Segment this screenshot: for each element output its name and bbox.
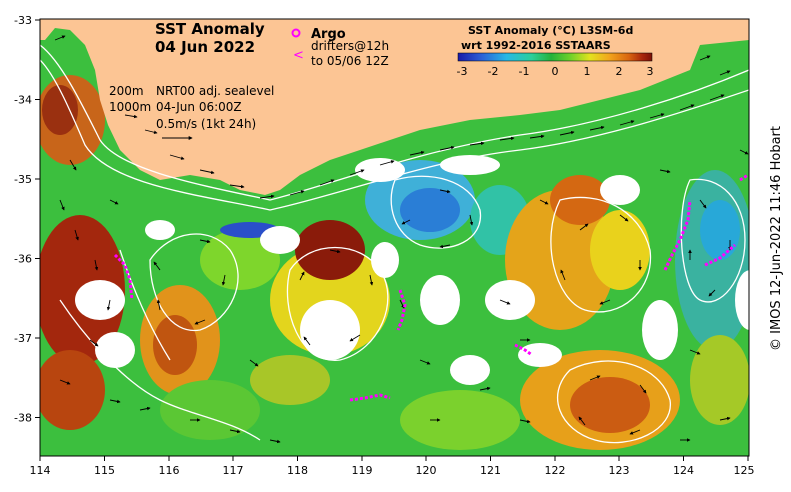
argo-marker-icon: [291, 28, 301, 38]
colorbar-ticks: -3 -2 -1 0 1 2 3: [457, 65, 654, 78]
x-tick-label: 116: [159, 464, 180, 477]
y-tick-label: -36: [14, 253, 32, 266]
colorbar-tick-label: -2: [488, 65, 499, 78]
x-tick-label: 120: [416, 464, 437, 477]
x-tick-label: 119: [352, 464, 373, 477]
x-tick-label: 115: [94, 464, 115, 477]
map-date: 04 Jun 2022: [155, 38, 255, 56]
y-tick-label: -34: [14, 94, 32, 107]
colorbar-tick-label: 3: [647, 65, 654, 78]
vector-scale-label: 0.5m/s (1kt 24h): [156, 117, 256, 131]
copyright-credit: © IMOS 12-Jun-2022 11:46 Hobart: [766, 16, 786, 460]
colorbar: [457, 52, 653, 62]
credit-text: © IMOS 12-Jun-2022 11:46 Hobart: [768, 125, 784, 351]
y-tick-label: -33: [14, 14, 32, 27]
y-axis-labels: -33 -34 -35 -36 -37 -38: [14, 14, 32, 425]
x-tick-label: 124: [673, 464, 694, 477]
colorbar-tick-label: 1: [584, 65, 591, 78]
argo-label: Argo: [311, 27, 346, 42]
colorbar-tick-label: 0: [552, 65, 559, 78]
contour-depth-1000m: 1000m: [109, 100, 151, 114]
colorbar-tick-label: 2: [616, 65, 623, 78]
contour-depth-200m: 200m: [109, 84, 144, 98]
x-tick-label: 123: [609, 464, 630, 477]
x-tick-label: 117: [223, 464, 244, 477]
sealevel-product: NRT00 adj. sealevel: [156, 84, 274, 98]
y-tick-label: -38: [14, 412, 32, 425]
x-tick-label: 118: [287, 464, 308, 477]
current-vectors: [54, 35, 749, 444]
drifter-tracks: [113, 173, 749, 402]
sst-anomaly-field: [40, 75, 749, 450]
colorbar-title: SST Anomaly (°C) L3SM-6d: [468, 24, 633, 37]
map-title: SST Anomaly: [155, 20, 265, 38]
drifters-period: to 05/06 12Z: [311, 54, 389, 68]
land-mass: [40, 19, 749, 195]
colorbar-tick-label: -1: [519, 65, 530, 78]
plot-frame: [39, 18, 750, 457]
x-tick-label: 122: [545, 464, 566, 477]
y-tick-label: -35: [14, 173, 32, 186]
colorbar-subtitle: wrt 1992-2016 SSTAARS: [461, 39, 611, 52]
drifters-label: drifters@12h: [311, 39, 389, 53]
y-tick-label: -37: [14, 332, 32, 345]
drifter-marker-icon: <: [293, 48, 304, 63]
colorbar-tick-label: -3: [457, 65, 468, 78]
x-tick-label: 114: [30, 464, 51, 477]
x-tick-label: 121: [480, 464, 501, 477]
axis-tick-marks: [35, 19, 749, 461]
x-tick-label: 125: [734, 464, 755, 477]
x-axis-labels: 114 115 116 117 118 119 120 121 122 123 …: [30, 464, 755, 477]
plot-area: [40, 19, 749, 456]
sealevel-time: 04-Jun 06:00Z: [156, 100, 242, 114]
